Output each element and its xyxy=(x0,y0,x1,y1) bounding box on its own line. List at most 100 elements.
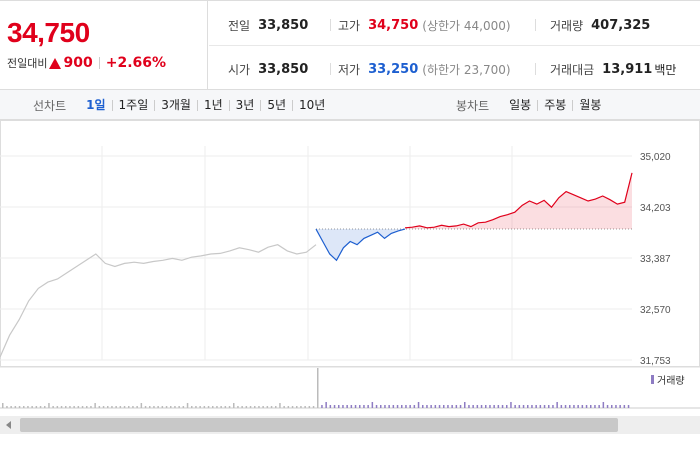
volume-bar-111 xyxy=(468,405,470,408)
y-tick-label-2: 33,387 xyxy=(640,254,671,265)
volume-bar-27 xyxy=(115,406,117,408)
volume-bar-7 xyxy=(31,406,33,408)
price-change: 전일대비 900 +2.66% xyxy=(7,55,166,71)
volume-bar-112 xyxy=(472,405,474,408)
volume-bar-61 xyxy=(258,406,260,408)
volume-bars xyxy=(2,368,630,408)
stat-divider xyxy=(330,19,331,31)
volume-bar-114 xyxy=(480,405,483,408)
volume-bar-23 xyxy=(98,406,101,408)
volume-bar-85 xyxy=(359,405,361,408)
volume-bar-57 xyxy=(241,406,243,408)
y-tick-label-0: 35,020 xyxy=(640,152,671,163)
volume-bar-134 xyxy=(564,405,567,408)
volume-bar-44 xyxy=(186,403,189,408)
change-amount: 900 xyxy=(63,55,93,71)
volume-bar-66 xyxy=(279,403,281,408)
volume-bar-86 xyxy=(363,405,365,408)
volume-bar-131 xyxy=(552,405,554,408)
volume-bar-145 xyxy=(611,405,613,408)
upper-limit: (상한가 44,000) xyxy=(422,19,511,33)
volume-bar-11 xyxy=(48,403,50,408)
tab-daily[interactable]: 일봉 xyxy=(509,97,532,112)
volume-legend: 거래량 xyxy=(651,372,685,387)
volume-bar-128 xyxy=(539,405,542,408)
volume-bar-48 xyxy=(203,406,206,408)
volume-bar-22 xyxy=(94,403,96,408)
volume-bar-8 xyxy=(35,406,38,408)
volume-bar-4 xyxy=(18,406,21,408)
chart-scrollbar[interactable] xyxy=(0,416,700,434)
volume-bar-130 xyxy=(548,405,550,408)
stat-value: 407,325 xyxy=(591,18,651,33)
volume-bar-6 xyxy=(27,406,29,408)
candle-chart-tabs: 봉차트 일봉 주봉 월봉 xyxy=(456,90,607,120)
stat-value: 34,750 xyxy=(368,18,419,33)
change-divider xyxy=(98,57,100,69)
stat-label: 거래대금 xyxy=(550,63,595,77)
stat-volume: 거래량 407,325 xyxy=(550,17,650,34)
stat-label: 전일 xyxy=(228,19,251,33)
volume-bar-43 xyxy=(182,406,185,408)
volume-bar-87 xyxy=(367,405,369,408)
volume-bar-133 xyxy=(560,405,563,408)
volume-bar-91 xyxy=(384,405,386,408)
volume-bar-64 xyxy=(270,406,273,408)
volume-bar-75 xyxy=(317,368,319,408)
volume-bar-121 xyxy=(510,402,512,408)
volume-bar-116 xyxy=(489,405,491,408)
volume-bar-54 xyxy=(228,406,231,408)
lower-limit: (하한가 23,700) xyxy=(422,63,511,77)
volume-bar-142 xyxy=(598,405,600,408)
volume-bar-100 xyxy=(422,405,424,408)
volume-bar-12 xyxy=(52,406,54,408)
stat-prev-close: 전일 33,850 xyxy=(228,17,308,34)
stats-panel: 전일 33,850 고가 34,750 (상한가 44,000) 거래량 407… xyxy=(209,1,700,90)
volume-bar-18 xyxy=(77,406,80,408)
volume-bar-24 xyxy=(102,406,105,408)
volume-bar-49 xyxy=(207,406,210,408)
scrollbar-thumb[interactable] xyxy=(20,418,618,432)
volume-bar-67 xyxy=(283,406,285,408)
price-panel: 34,750 전일대비 900 +2.66% xyxy=(0,1,208,90)
volume-bar-58 xyxy=(245,406,248,408)
volume-bar-41 xyxy=(174,406,176,408)
volume-bar-0 xyxy=(2,403,4,408)
volume-bar-78 xyxy=(329,405,332,408)
y-axis-ticks: 35,020 34,203 33,387 32,570 31,753 xyxy=(640,152,671,367)
price-chart[interactable]: 35,020 34,203 33,387 32,570 31,753 xyxy=(0,120,700,450)
volume-bar-107 xyxy=(451,405,453,408)
tab-5year[interactable]: 5년 xyxy=(260,99,292,111)
volume-bar-21 xyxy=(90,406,92,408)
volume-bar-69 xyxy=(291,406,294,408)
volume-bar-3 xyxy=(14,406,17,408)
tab-weekly[interactable]: 주봉 xyxy=(537,99,572,111)
tab-1year[interactable]: 1년 xyxy=(196,99,229,111)
volume-bar-15 xyxy=(65,406,67,408)
volume-bar-29 xyxy=(123,406,126,408)
stat-value: 33,250 xyxy=(368,62,419,77)
tab-10year[interactable]: 10년 xyxy=(292,99,331,111)
volume-bar-127 xyxy=(535,405,537,408)
chart-grid xyxy=(0,120,700,409)
tab-3month[interactable]: 3개월 xyxy=(154,99,197,111)
volume-bar-136 xyxy=(573,405,575,408)
tab-1day[interactable]: 1일 xyxy=(86,97,106,112)
volume-bar-137 xyxy=(577,405,579,408)
volume-bar-60 xyxy=(254,406,256,408)
series-line-0 xyxy=(0,244,317,358)
series-fill-1 xyxy=(316,229,405,261)
volume-bar-80 xyxy=(338,405,340,408)
volume-bar-115 xyxy=(485,405,487,408)
volume-bar-98 xyxy=(413,405,416,408)
volume-bar-105 xyxy=(443,405,445,408)
tab-monthly[interactable]: 월봉 xyxy=(572,99,607,111)
volume-bar-79 xyxy=(333,405,336,408)
volume-bar-83 xyxy=(350,405,353,408)
tab-3year[interactable]: 3년 xyxy=(228,99,261,111)
scroll-left-arrow-icon[interactable] xyxy=(6,421,11,429)
volume-bar-76 xyxy=(321,405,323,408)
volume-bar-68 xyxy=(287,406,290,408)
volume-bar-77 xyxy=(325,402,327,408)
tab-1week[interactable]: 1주일 xyxy=(111,99,155,111)
